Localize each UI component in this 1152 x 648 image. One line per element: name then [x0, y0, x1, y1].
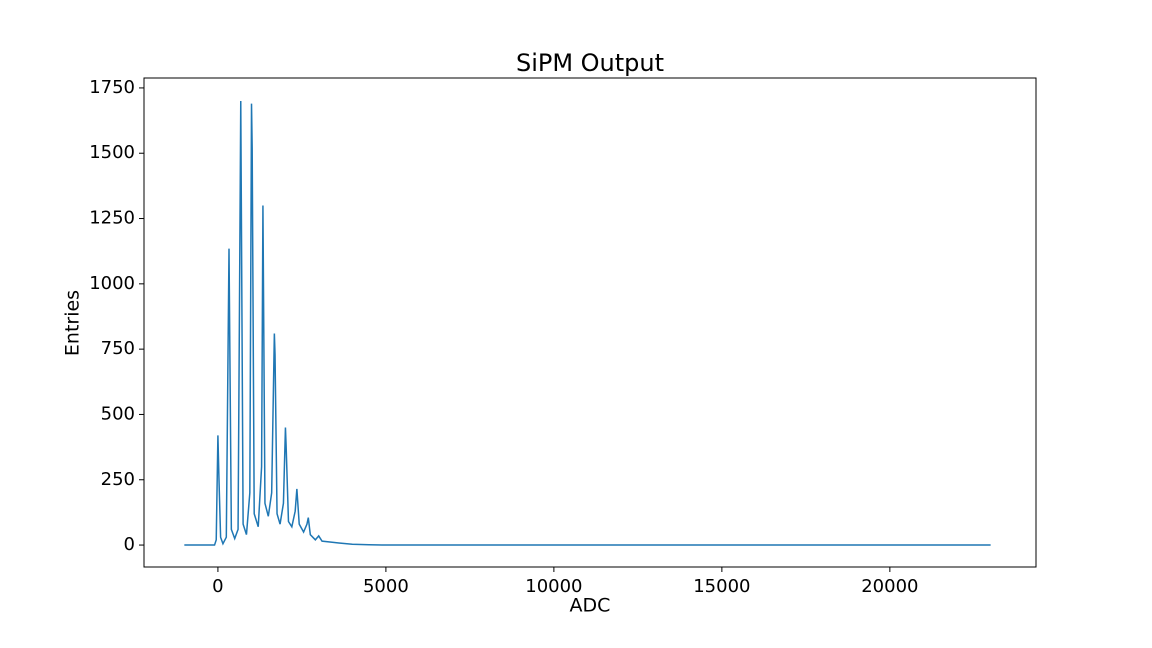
x-tick-label: 0 [212, 576, 223, 597]
data-line [184, 100, 991, 546]
x-axis-label: ADC [570, 595, 611, 617]
y-tick-label: 1500 [89, 142, 135, 163]
y-tick-label: 500 [101, 403, 135, 424]
x-tick-label: 10000 [525, 576, 582, 597]
x-tick-label: 15000 [693, 576, 750, 597]
x-tick-label: 20000 [861, 576, 918, 597]
y-tick-label: 750 [101, 338, 135, 359]
y-axis-label: Entries [62, 290, 84, 356]
chart-title: SiPM Output [516, 49, 664, 77]
y-tick-label: 1000 [89, 273, 135, 294]
x-tick-label: 5000 [363, 576, 409, 597]
y-tick-label: 250 [101, 469, 135, 490]
plot-frame [143, 77, 1037, 568]
y-tick-label: 1250 [89, 208, 135, 229]
y-tick-label: 1750 [89, 77, 135, 98]
y-tick-label: 0 [124, 534, 135, 555]
